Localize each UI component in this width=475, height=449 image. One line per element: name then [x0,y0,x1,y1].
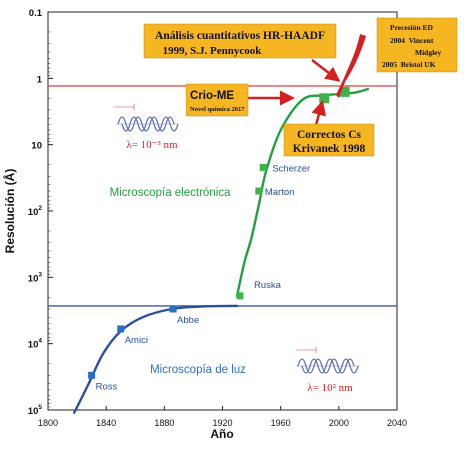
x-tick-label: 2040 [387,418,407,428]
y-axis-label: Resolución (Å) [2,169,17,254]
annotation-cs-line1: Correctos Cs [297,129,361,141]
series-markers [88,86,350,379]
annotation-precession-line3: Midgley [415,48,441,57]
y-tick-label: 104 [28,338,43,351]
data-point-marker [259,163,267,171]
arrow-precession [336,34,366,98]
data-point-label: Scherzer [272,163,310,174]
y-tick-label: 1 [37,74,43,85]
data-point-marker [169,305,177,313]
electron-wavelength-label: λ= 10⁻³ nm [126,139,178,151]
light-wave-icon [297,358,355,374]
light-wavelength-label: λ= 10² nm [307,382,353,394]
annotation-crio-line1: Crio-ME [190,90,234,102]
data-point-label: Abbe [177,315,199,326]
region-label-electron: Microscopía electrónica [110,187,231,199]
arrow-cs [311,100,327,126]
annotation-haadf-line2: 1999, S.J. Pennycook [163,45,263,57]
annotation-crio: Crio-ME Novel química 2017 [185,83,249,117]
data-point-marker [236,292,244,300]
y-tick-label: 0.1 [29,8,43,19]
data-point-label: Marton [265,187,295,198]
series-curve-0 [73,304,239,414]
y-tick-label: 10 [31,141,42,152]
annotation-arrows [248,34,366,126]
y-tick-label: 105 [28,404,43,417]
x-tick-label: 1800 [38,418,58,428]
data-point-marker [319,93,330,104]
x-axis-label: Año [210,427,233,441]
x-tick-label: 1880 [154,418,174,428]
annotation-precession: Precesión ED 2004 Vincent Midgley 2005 B… [376,17,458,73]
x-tick-label: 1960 [271,418,291,428]
wavelength-inset-light: λ= 10² nm [292,340,368,398]
x-axis-ticks: 1800 1840 1880 1920 1960 2000 2040 [38,406,407,428]
y-tick-label: 103 [28,271,43,284]
data-point-marker [88,371,96,379]
y-axis-ticks: 0.1 1 10 102 103 104 105 [28,8,53,417]
data-point-label: Amici [125,335,148,346]
x-tick-label: 2000 [329,418,349,428]
annotation-haadf: Análisis cuantitativos HR-HAADF 1999, S.… [143,23,337,59]
electron-wave-icon [117,116,175,132]
x-tick-label: 1920 [212,418,232,428]
annotation-precession-line1: Precesión ED [390,23,434,32]
data-point-marker [255,187,263,195]
y-tick-label: 102 [28,205,43,218]
region-label-light: Microscopía de luz [150,364,246,376]
data-point-marker [117,325,125,333]
annotation-cs-line2: Krivanek 1998 [293,143,366,155]
annotation-precession-line4: 2005 Bristol UK [382,60,436,69]
annotation-cs: Correctos Cs Krivanek 1998 [283,123,375,157]
wavelength-inset-electron: λ= 10⁻³ nm [112,96,186,152]
arrow-haadf [311,59,341,82]
data-point-marker [339,86,350,97]
annotation-precession-line2: 2004 Vincent [390,36,434,45]
data-point-label: Ruska [254,280,282,291]
data-point-label: Ross [96,381,118,392]
annotation-crio-line2: Novel química 2017 [190,106,245,113]
x-tick-label: 1840 [96,418,116,428]
point-labels: Ross Amici Abbe Ruska Marton Scherzer [96,163,311,392]
annotation-haadf-line1: Análisis cuantitativos HR-HAADF [155,30,325,42]
